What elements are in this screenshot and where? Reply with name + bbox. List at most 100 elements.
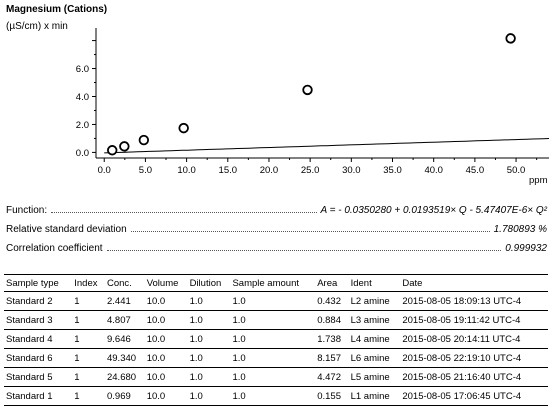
cell-index: 1 — [72, 291, 105, 311]
cell-area: 0.432 — [315, 291, 349, 311]
dot-leader — [130, 221, 490, 232]
data-point — [505, 33, 516, 44]
cell-volume: 10.0 — [144, 367, 188, 387]
data-point — [107, 145, 118, 156]
x-tick-label: 30.0 — [342, 165, 361, 176]
cell-conc: 9.646 — [104, 329, 145, 349]
y-tick-label: 4.0 — [76, 92, 89, 103]
cell-dilution: 1.0 — [187, 310, 231, 330]
y-tick-label: 0.0 — [76, 148, 89, 159]
dot-leader — [51, 202, 317, 213]
col-area: Area — [315, 274, 349, 292]
cell-conc: 49.340 — [104, 348, 145, 368]
fit-curve — [104, 138, 550, 154]
cell-dilution: 1.0 — [187, 367, 231, 387]
cell-volume: 10.0 — [144, 329, 188, 349]
cell-index: 1 — [72, 329, 105, 349]
calibration-chart: 0.0 2.0 4.0 6.0 0.0 5.0 10.0 15.0 20.0 25.0 30.0 35… — [76, 28, 550, 186]
table-row: Standard 6 1 49.340 10.0 1.0 1.0 8.157 L6 amine… — [4, 348, 548, 368]
cell-sample-amount: 1.0 — [230, 310, 316, 330]
cell-dilution: 1.0 — [187, 291, 231, 311]
table-body: Standard 2 1 2.441 10.0 1.0 1.0 0.432 L2 amine 2… — [4, 291, 548, 406]
cell-conc: 2.441 — [104, 291, 145, 311]
function-label: Function: — [6, 205, 50, 216]
cell-date: 2015-08-05 22:19:10 UTC-4 — [400, 348, 548, 368]
cell-sample-type: Standard 1 — [4, 386, 73, 406]
x-tick-label: 5.0 — [139, 165, 152, 176]
col-conc: Conc. — [104, 274, 145, 292]
cell-date: 2015-08-05 17:06:45 UTC-4 — [400, 386, 548, 406]
cell-dilution: 1.0 — [187, 329, 231, 349]
cell-date: 2015-08-05 18:09:13 UTC-4 — [400, 291, 548, 311]
cell-dilution: 1.0 — [187, 348, 231, 368]
x-tick-label: 50.0 — [507, 165, 526, 176]
cell-date: 2015-08-05 20:14:11 UTC-4 — [400, 329, 548, 349]
col-date: Date — [400, 274, 548, 292]
cell-sample-amount: 1.0 — [230, 329, 316, 349]
cell-index: 1 — [72, 367, 105, 387]
correlation-label: Correlation coefficient — [6, 243, 105, 254]
table-row: Standard 5 1 24.680 10.0 1.0 1.0 4.472 L5 amine… — [4, 367, 548, 387]
table-row: Standard 4 1 9.646 10.0 1.0 1.0 1.738 L4 amine 2… — [4, 329, 548, 349]
cell-conc: 4.807 — [104, 310, 145, 330]
table-header-row: Sample type Index Conc. Volume Dilution … — [4, 274, 548, 292]
x-tick-label: 10.0 — [177, 165, 196, 176]
x-tick-label: 25.0 — [301, 165, 320, 176]
y-tick-label: 6.0 — [76, 64, 89, 75]
cell-volume: 10.0 — [144, 348, 188, 368]
function-value: A = - 0.0350280 + 0.0193519× Q - 5.47407… — [318, 205, 547, 216]
col-dilution: Dilution — [187, 274, 231, 292]
data-point — [178, 122, 189, 134]
cell-date: 2015-08-05 19:11:42 UTC-4 — [400, 310, 548, 330]
chart-title: Magnesium (Cations) — [6, 4, 108, 15]
col-index: Index — [72, 274, 105, 292]
cell-ident: L1 amine — [348, 386, 401, 406]
x-tick-label: 15.0 — [219, 165, 238, 176]
cell-ident: L4 amine — [348, 329, 401, 349]
cell-sample-amount: 1.0 — [230, 348, 316, 368]
cell-area: 0.884 — [315, 310, 349, 330]
x-tick-label: 45.0 — [466, 165, 485, 176]
cell-sample-amount: 1.0 — [230, 367, 316, 387]
cell-ident: L3 amine — [348, 310, 401, 330]
cell-date: 2015-08-05 21:16:40 UTC-4 — [400, 367, 548, 387]
cell-sample-type: Standard 2 — [4, 291, 73, 311]
cell-area: 0.155 — [315, 386, 349, 406]
function-block: Function: A = - 0.0350280 + 0.0193519× Q… — [6, 205, 547, 262]
rsd-row: Relative standard deviation 1.780893 % — [6, 224, 547, 243]
rsd-value: 1.780893 % — [491, 224, 547, 235]
x-tick-label: 20.0 — [260, 165, 279, 176]
data-point — [138, 134, 150, 146]
cell-sample-type: Standard 5 — [4, 367, 73, 387]
x-tick-label: 0.0 — [98, 165, 111, 176]
table-row: Standard 3 1 4.807 10.0 1.0 1.0 0.884 L3 amine 2… — [4, 310, 548, 330]
rsd-label: Relative standard deviation — [6, 224, 129, 235]
y-axis-label: (µS/cm) x min — [6, 21, 68, 32]
cell-dilution: 1.0 — [187, 386, 231, 406]
results-table: Sample type Index Conc. Volume Dilution … — [4, 274, 548, 406]
cell-volume: 10.0 — [144, 291, 188, 311]
cell-area: 8.157 — [315, 348, 349, 368]
col-ident: Ident — [348, 274, 401, 292]
data-point — [302, 84, 313, 96]
cell-index: 1 — [72, 310, 105, 330]
cell-area: 1.738 — [315, 329, 349, 349]
cell-sample-amount: 1.0 — [230, 291, 316, 311]
cell-ident: L2 amine — [348, 291, 401, 311]
cell-sample-type: Standard 3 — [4, 310, 73, 330]
y-tick-label: 2.0 — [76, 120, 89, 131]
col-volume: Volume — [144, 274, 188, 292]
cell-volume: 10.0 — [144, 386, 188, 406]
col-sample-amount: Sample amount — [230, 274, 316, 292]
cell-conc: 0.969 — [104, 386, 145, 406]
cell-sample-amount: 1.0 — [230, 386, 316, 406]
cell-index: 1 — [72, 348, 105, 368]
cell-sample-type: Standard 4 — [4, 329, 73, 349]
x-tick-label: 35.0 — [383, 165, 402, 176]
cell-conc: 24.680 — [104, 367, 145, 387]
col-sample-type: Sample type — [4, 274, 73, 292]
cell-ident: L5 amine — [348, 367, 401, 387]
cell-sample-type: Standard 6 — [4, 348, 73, 368]
dot-leader — [106, 240, 502, 251]
correlation-row: Correlation coefficient 0.999932 — [6, 243, 547, 262]
